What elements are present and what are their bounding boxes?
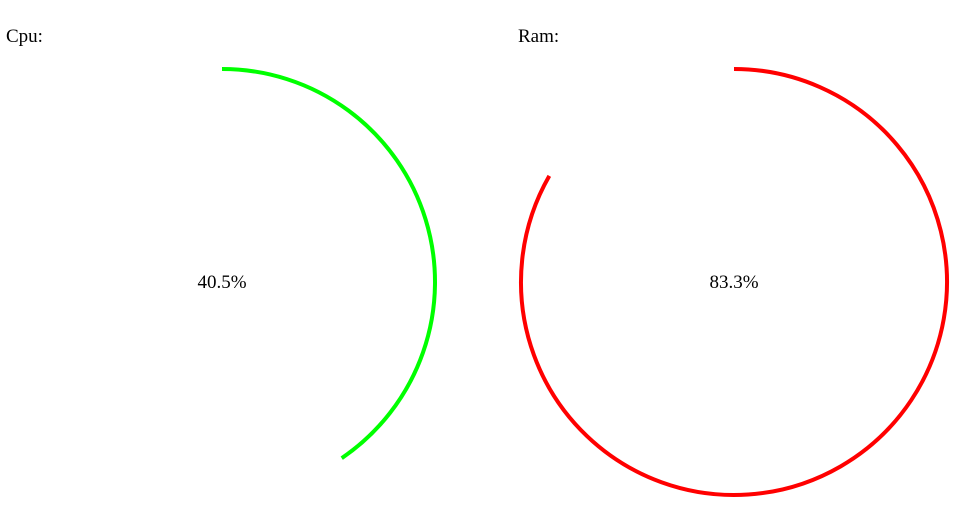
cpu-gauge-panel: Cpu: 40.5% [0,0,470,507]
ram-gauge-arc [519,67,949,497]
ram-label: Ram: [518,26,560,47]
ram-percentage: 83.3% [709,272,759,293]
cpu-percentage: 40.5% [197,272,247,293]
cpu-label: Cpu: [6,26,43,47]
cpu-gauge [221,67,437,460]
ram-gauge [519,67,949,497]
cpu-gauge-arc [221,67,437,460]
ram-gauge-panel: Ram: 83.3% [512,0,958,507]
